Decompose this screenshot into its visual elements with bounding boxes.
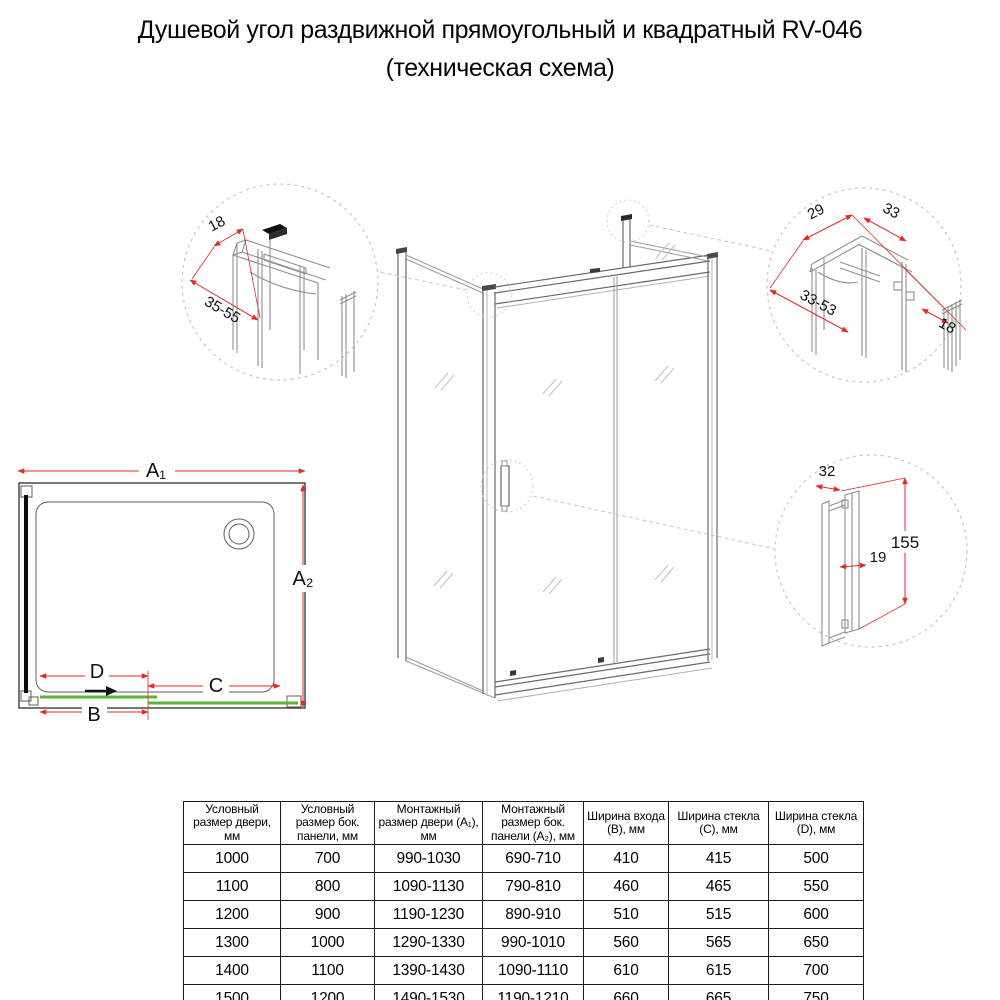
glass-shine-marks [433, 242, 676, 595]
table-row: 1500 1200 1490-1530 1190-1210 660 665 750 [183, 984, 864, 1000]
stile-cap-right [707, 252, 718, 259]
stile-cap [482, 284, 496, 291]
dim-32: 32 [819, 463, 836, 480]
size-table-header: Условный размер двери, мм Условный разме… [183, 800, 864, 846]
dim-155: 155 [891, 533, 919, 552]
plan-view: A₁ A₂ D C B [17, 459, 320, 726]
profile-cap-black [262, 224, 287, 234]
page-subtitle: (техническая схема) [385, 54, 615, 82]
leader-line-left [378, 271, 468, 291]
side-panel-glass [24, 495, 28, 693]
size-table: Условный размер двери, мм Условный разме… [183, 800, 864, 1000]
door-handle [500, 460, 510, 512]
leader-line-handle [532, 495, 776, 550]
slide-direction-arrow [85, 686, 117, 696]
leader-line-right-top [648, 224, 773, 252]
table-row: 1400 1100 1390-1430 1090-1110 610 615 700 [183, 956, 864, 986]
plan-dim-d: D [90, 661, 104, 683]
col-header: Ширина входа (B), мм [583, 800, 669, 846]
detail-circle-door-profile: 29 33 33-53 18 [766, 187, 967, 383]
col-header: Условный размер бок. панели, мм [280, 800, 375, 846]
wall-profile-cap [396, 247, 407, 254]
rear-post-cap [621, 214, 632, 221]
dim-18-right: 18 [936, 315, 959, 338]
dim-33: 33 [880, 200, 903, 223]
scheme-drawing: A₁ A₂ D C B [17, 183, 968, 726]
plan-dim-a2: A₂ [292, 568, 313, 590]
dim-18-left: 18 [206, 213, 229, 236]
dim-33-53: 33-53 [797, 287, 839, 320]
plan-dim-c: C [209, 675, 223, 697]
callout-ring-handle [480, 459, 534, 513]
col-header: Ширина стекла (D), мм [768, 800, 864, 846]
col-header: Монтажный размер бок. панели (A₂), мм [482, 800, 584, 846]
table-row: 1200 900 1190-1230 890-910 510 515 600 [183, 900, 864, 930]
page-title: Душевой угол раздвижной прямоугольный и … [137, 16, 863, 44]
roller [590, 268, 600, 273]
bottom-guide [510, 670, 516, 676]
table-row: 1000 700 990-1030 690-710 410 415 500 [183, 844, 864, 874]
dim-19: 19 [870, 549, 887, 566]
callout-ring-top-corner [466, 272, 512, 318]
plan-dim-a1: A₁ [146, 460, 166, 482]
detail-circle-handle: 32 155 19 [774, 454, 968, 648]
drain-circle [223, 518, 255, 550]
callout-ring-rear-post [606, 199, 650, 243]
table-row: 1100 800 1090-1130 790-810 460 465 550 [183, 872, 864, 902]
bottom-guide [598, 657, 604, 663]
col-header: Монтажный размер двери (A₁), мм [374, 800, 483, 846]
col-header: Условный размер двери, мм [183, 800, 281, 846]
dim-29: 29 [805, 201, 828, 224]
detail-circle-wall-profile: 18 35-55 [181, 183, 379, 381]
plan-dim-b: B [87, 704, 100, 726]
main-isometric-view [378, 199, 776, 702]
col-header: Ширина стекла (C), мм [668, 800, 769, 846]
table-row: 1300 1000 1290-1330 990-1010 560 565 650 [183, 928, 864, 958]
